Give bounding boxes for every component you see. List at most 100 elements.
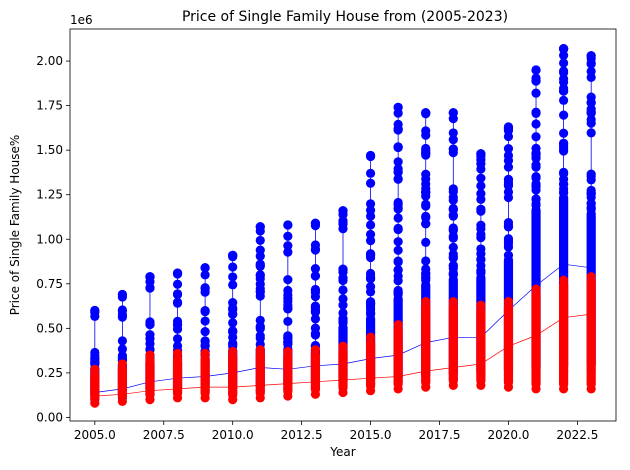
data-point	[310, 240, 321, 250]
dense-marker-block	[586, 276, 596, 389]
data-point-max	[586, 51, 596, 61]
data-point	[255, 235, 265, 246]
data-point	[531, 200, 541, 210]
series-2-year-2014	[338, 341, 348, 398]
data-point	[421, 219, 431, 229]
data-point	[310, 329, 321, 339]
x-tick-label: 2015.0	[350, 428, 392, 442]
data-point-max	[283, 220, 293, 230]
data-point	[365, 271, 376, 282]
data-point	[145, 320, 155, 330]
data-point-min	[283, 391, 293, 401]
data-point-min	[476, 380, 486, 390]
data-point-max	[448, 108, 458, 118]
series-2-year-2010	[228, 346, 238, 405]
data-point	[338, 318, 348, 328]
data-point	[365, 229, 376, 239]
data-point-min	[448, 380, 458, 390]
x-axis: 2005.0 2007.5 2010.0 2012.5 2015.0 2017.5 2020…	[74, 421, 598, 442]
dense-marker-block	[145, 355, 155, 400]
data-point	[365, 178, 376, 188]
data-point-max	[365, 150, 376, 161]
data-point	[476, 181, 486, 191]
data-point	[172, 334, 183, 344]
data-point	[172, 320, 183, 330]
data-point	[338, 273, 348, 283]
data-point-max	[476, 300, 486, 310]
x-tick-label: 2017.5	[419, 428, 461, 442]
x-tick-label: 2007.5	[143, 428, 185, 442]
data-point-min	[172, 393, 183, 403]
data-point	[200, 270, 210, 280]
data-point-max	[448, 297, 458, 307]
series-2-year-2006	[117, 359, 127, 406]
data-point-max	[559, 275, 569, 285]
data-point	[421, 237, 431, 247]
data-point-max	[503, 122, 514, 132]
data-point	[421, 264, 431, 274]
data-point	[283, 296, 293, 307]
data-point-min	[559, 384, 569, 394]
data-point	[393, 245, 403, 255]
data-point-max	[310, 218, 321, 228]
data-point	[476, 194, 486, 205]
x-axis-title: Year	[329, 445, 355, 459]
data-point-max	[531, 284, 541, 294]
data-point	[283, 275, 293, 285]
data-point-min	[255, 393, 265, 403]
data-point	[365, 211, 376, 221]
series-2-year-2017	[421, 297, 431, 392]
data-point-max	[255, 222, 265, 232]
dense-marker-block	[503, 301, 514, 388]
plot-area	[90, 44, 596, 408]
data-point	[421, 179, 431, 189]
data-point	[310, 286, 321, 296]
data-point	[503, 144, 514, 154]
dense-marker-block	[310, 349, 321, 395]
data-point-max	[228, 250, 238, 260]
y-tick-label: 0.75	[36, 277, 63, 291]
data-point	[586, 72, 596, 82]
data-point	[421, 187, 431, 198]
data-point	[559, 58, 569, 68]
data-point	[531, 171, 541, 182]
series-1-year-2016	[393, 102, 403, 387]
data-point	[172, 279, 183, 289]
series-2-year-2009	[200, 348, 210, 403]
data-point	[586, 118, 596, 128]
data-point	[559, 74, 569, 84]
dense-marker-block	[283, 351, 293, 397]
data-point-min	[310, 389, 321, 399]
y-tick-label: 0.25	[36, 366, 63, 380]
data-point	[448, 205, 458, 215]
data-point	[586, 97, 596, 108]
data-point	[365, 199, 376, 209]
data-point	[503, 222, 514, 232]
series-2-year-2023	[586, 272, 596, 394]
data-point-max	[172, 268, 183, 278]
series-2-year-2015	[365, 332, 376, 396]
dense-marker-block	[531, 289, 541, 389]
data-point-max	[200, 263, 210, 273]
dense-marker-block	[365, 337, 376, 391]
chart-title: Price of Single Family House from (2005-…	[182, 9, 508, 25]
y-tick-label: 1.50	[36, 143, 63, 157]
series-2-year-2013	[310, 345, 321, 399]
data-point	[531, 181, 541, 191]
data-point-max	[421, 297, 431, 307]
data-point	[503, 238, 514, 249]
data-point-max	[393, 320, 403, 330]
data-point	[117, 336, 127, 346]
data-point-max	[90, 364, 100, 374]
data-point-min	[531, 384, 541, 394]
data-point	[421, 199, 431, 209]
data-point	[255, 324, 265, 334]
data-point-max	[90, 305, 100, 316]
data-point	[393, 164, 403, 174]
data-point	[255, 259, 265, 269]
data-point	[228, 280, 238, 290]
data-point	[421, 211, 431, 221]
series-2-year-2018	[448, 297, 458, 390]
dense-marker-block	[476, 305, 486, 386]
data-point	[393, 204, 403, 214]
